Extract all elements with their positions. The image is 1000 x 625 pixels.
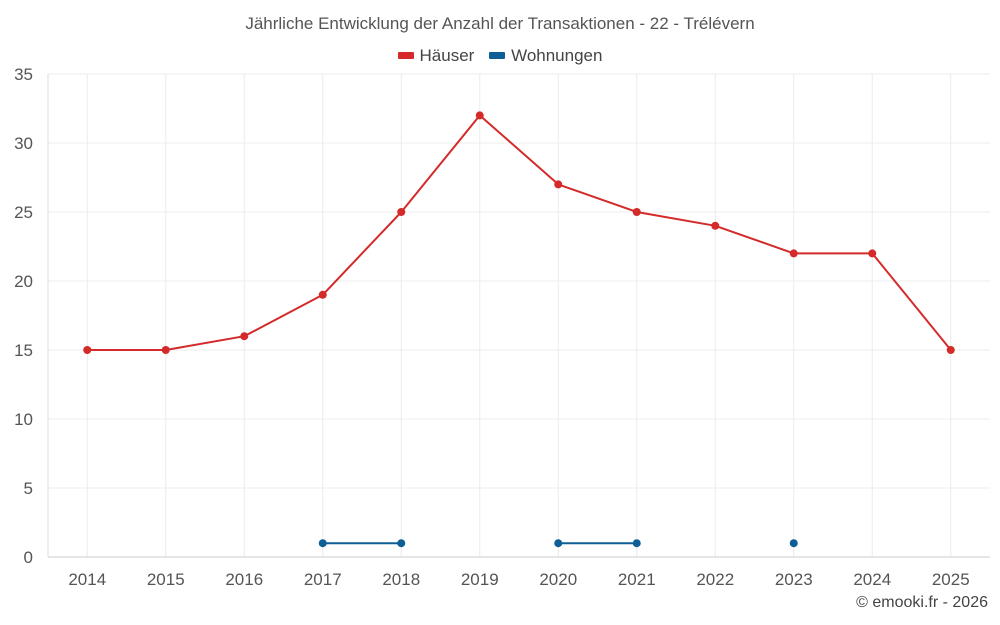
data-point-wohnungen-2020 <box>554 539 563 548</box>
data-point-haeuser-2019 <box>475 111 484 120</box>
y-tick-label-20: 20 <box>14 272 33 291</box>
data-point-haeuser-2024 <box>868 249 877 258</box>
legend-swatch-haeuser <box>397 52 414 59</box>
legend-item-haeuser[interactable]: Häuser <box>397 45 475 66</box>
legend-swatch-wohnungen <box>489 52 506 59</box>
data-point-wohnungen-2023 <box>789 539 798 548</box>
legend-label-haeuser: Häuser <box>419 45 475 65</box>
credit-text: © emooki.fr - 2026 <box>856 594 988 611</box>
legend: Häuser Wohnungen <box>0 44 1000 66</box>
y-tick-label-5: 5 <box>24 479 33 498</box>
y-tick-label-0: 0 <box>24 548 33 567</box>
legend-item-wohnungen[interactable]: Wohnungen <box>489 46 602 66</box>
x-tick-label-2016: 2016 <box>225 570 263 589</box>
x-tick-label-2018: 2018 <box>382 570 420 589</box>
y-tick-label-15: 15 <box>14 341 33 360</box>
x-tick-label-2015: 2015 <box>147 570 185 589</box>
data-point-haeuser-2016 <box>240 332 249 341</box>
data-point-haeuser-2017 <box>318 290 327 299</box>
x-tick-label-2022: 2022 <box>696 570 734 589</box>
chart-title: Jährliche Entwicklung der Anzahl der Tra… <box>245 14 755 33</box>
y-tick-label-35: 35 <box>14 65 33 84</box>
x-tick-label-2025: 2025 <box>932 570 970 589</box>
data-point-haeuser-2014 <box>83 346 92 354</box>
data-point-haeuser-2018 <box>397 208 406 216</box>
data-point-haeuser-2023 <box>789 249 798 258</box>
data-point-wohnungen-2018 <box>397 539 406 548</box>
x-tick-label-2021: 2021 <box>618 570 656 589</box>
x-tick-label-2017: 2017 <box>304 570 342 589</box>
x-tick-label-2024: 2024 <box>853 570 891 589</box>
y-tick-label-10: 10 <box>14 410 33 429</box>
legend-label-wohnungen: Wohnungen <box>511 45 603 65</box>
data-point-haeuser-2025 <box>946 346 955 354</box>
y-tick-label-30: 30 <box>14 134 33 153</box>
data-point-haeuser-2015 <box>161 346 170 354</box>
series-line-haeuser-0 <box>87 114 952 351</box>
data-point-haeuser-2022 <box>711 221 720 230</box>
data-point-wohnungen-2017 <box>318 539 327 548</box>
data-point-wohnungen-2021 <box>632 539 641 548</box>
x-tick-label-2019: 2019 <box>461 570 499 589</box>
data-point-haeuser-2020 <box>554 180 563 189</box>
x-tick-label-2020: 2020 <box>539 570 577 589</box>
y-tick-label-25: 25 <box>14 203 33 222</box>
data-point-haeuser-2021 <box>632 208 641 216</box>
x-tick-label-2023: 2023 <box>775 570 813 589</box>
x-tick-label-2014: 2014 <box>68 570 106 589</box>
